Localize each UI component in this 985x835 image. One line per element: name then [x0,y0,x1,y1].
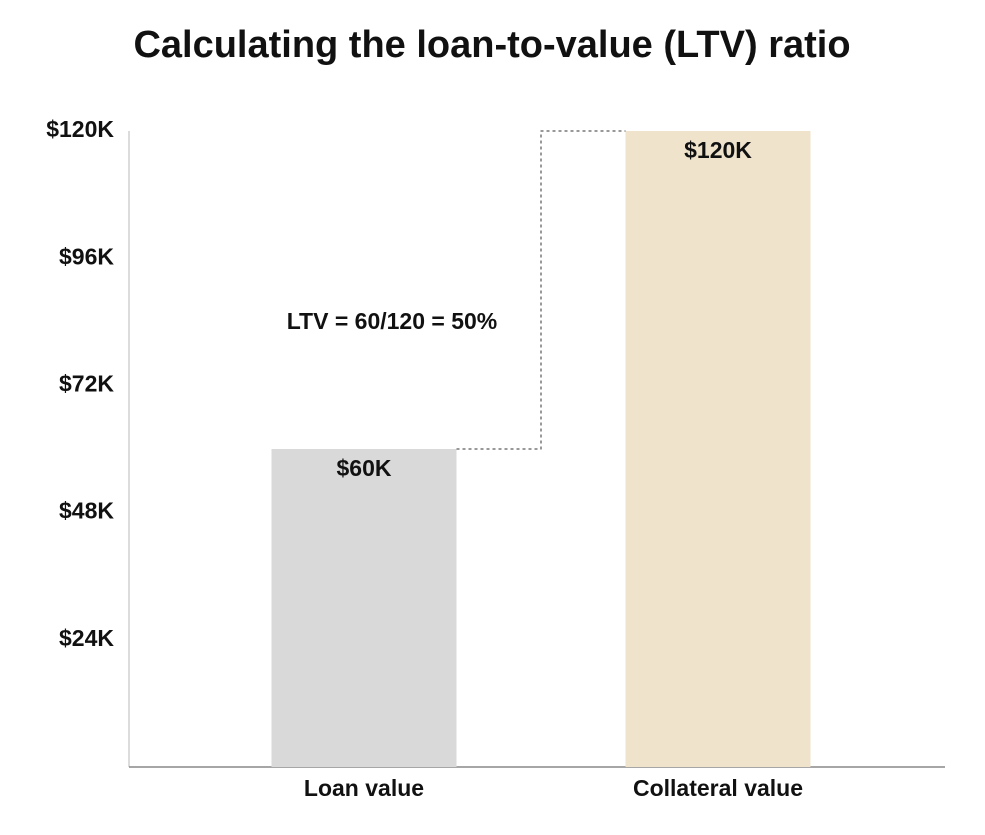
y-tick-label: $48K [59,498,114,524]
bar [625,131,811,767]
bar [271,449,457,767]
chart-title: Calculating the loan-to-value (LTV) rati… [133,24,850,66]
value-label: $120K [684,137,752,163]
y-tick-label: $96K [59,243,114,269]
connector [456,130,626,450]
y-tick-label: $24K [59,625,114,651]
value-label: $60K [337,455,392,481]
x-tick-label: Collateral value [633,775,803,801]
x-tick-label: Loan value [304,775,424,801]
annotation: LTV = 60/120 = 50% [287,308,498,334]
y-tick-label: $120K [46,116,114,142]
y-tick-label: $72K [59,370,114,396]
